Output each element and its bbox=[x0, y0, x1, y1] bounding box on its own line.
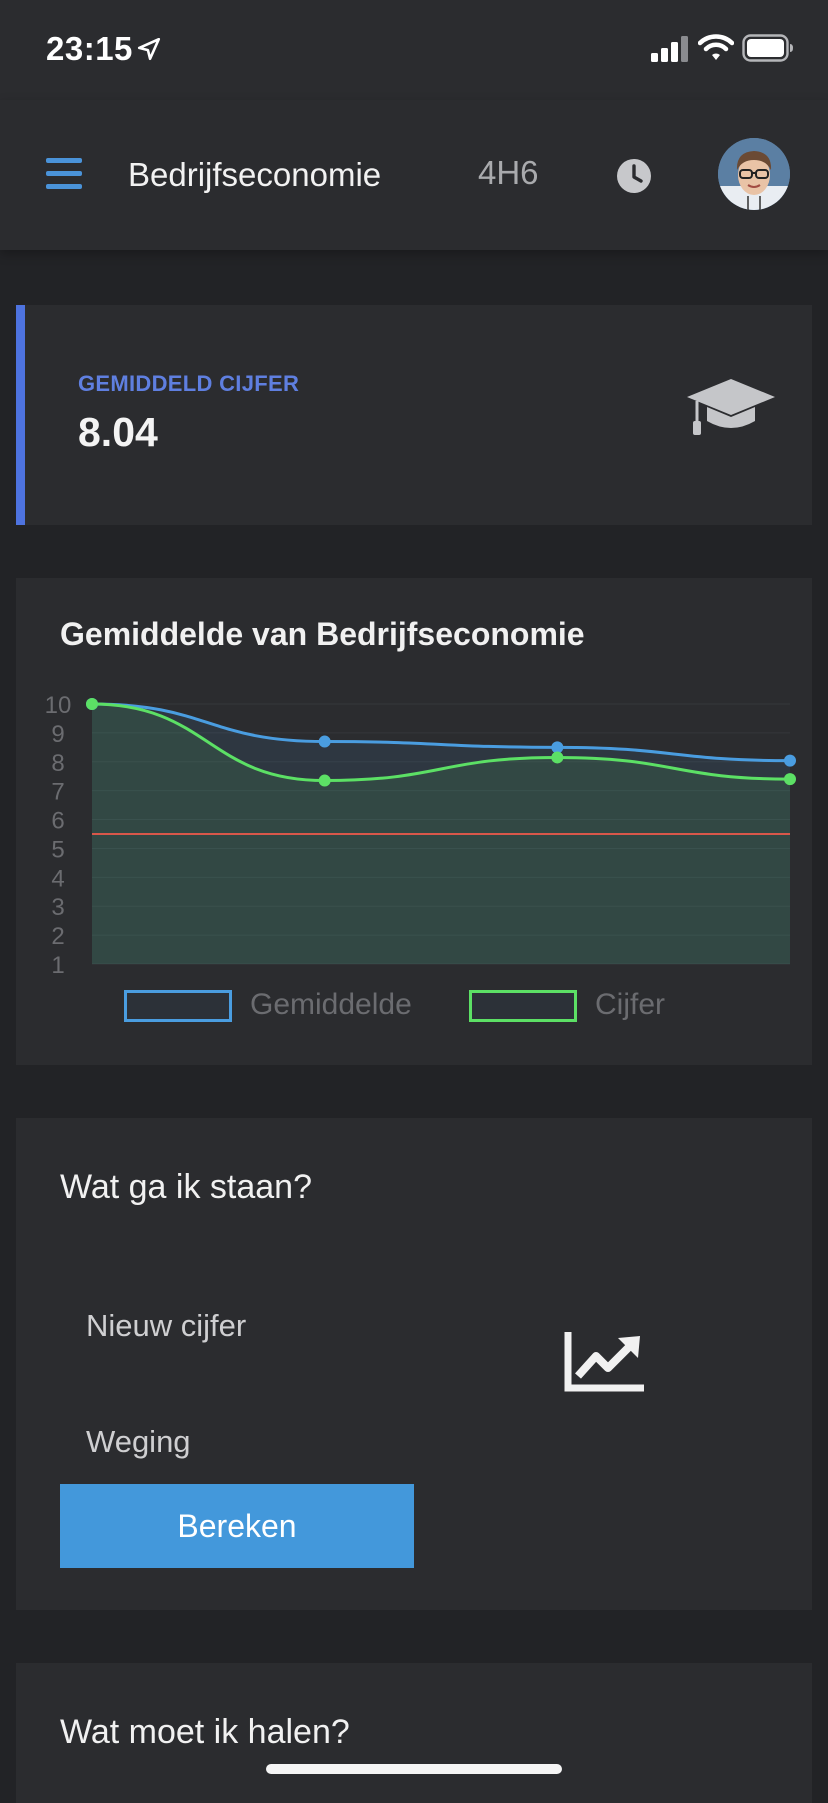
data-point-cijfer bbox=[318, 774, 331, 787]
legend-label-cijfer: Cijfer bbox=[595, 988, 666, 1021]
average-grade-label: GEMIDDELD CIJFER bbox=[78, 371, 300, 396]
y-tick-label: 6 bbox=[51, 808, 64, 835]
chart-title: Gemiddelde van Bedrijfseconomie bbox=[60, 616, 585, 652]
weight-input[interactable] bbox=[60, 1406, 400, 1478]
avatar[interactable] bbox=[718, 138, 790, 210]
data-point-cijfer bbox=[551, 751, 564, 764]
y-tick-label: 9 bbox=[51, 721, 64, 748]
app-header: Bedrijfseconomie 4H6 bbox=[0, 100, 828, 250]
calculate-button[interactable]: Bereken bbox=[60, 1484, 414, 1568]
class-code[interactable]: 4H6 bbox=[478, 154, 539, 191]
graduation-cap-icon bbox=[687, 379, 775, 435]
battery-icon bbox=[742, 34, 793, 62]
status-bar: 23:15 bbox=[0, 0, 828, 100]
data-point-cijfer bbox=[784, 773, 796, 786]
hamburger-menu-icon[interactable] bbox=[46, 158, 82, 192]
status-time: 23:15 bbox=[46, 30, 133, 67]
calculator-title: Wat ga ik staan? bbox=[60, 1168, 312, 1206]
average-grade-value: 8.04 bbox=[78, 409, 158, 455]
trend-up-icon bbox=[564, 1332, 644, 1392]
legend-swatch-gemiddelde bbox=[124, 990, 232, 1022]
location-arrow-icon bbox=[137, 37, 161, 61]
grade-calculator-card: Wat ga ik staan? Bereken bbox=[16, 1118, 812, 1610]
series-line-cijfer bbox=[91, 702, 791, 783]
data-point-cijfer bbox=[86, 698, 98, 710]
legend-swatch-cijfer bbox=[469, 990, 577, 1022]
y-tick-label: 4 bbox=[51, 865, 64, 892]
y-tick-label: 8 bbox=[51, 750, 64, 777]
y-tick-label: 10 bbox=[45, 692, 72, 719]
y-tick-label: 5 bbox=[51, 836, 64, 863]
data-point-gemiddelde bbox=[318, 735, 331, 748]
data-point-gemiddelde bbox=[784, 754, 796, 767]
y-tick-label: 3 bbox=[51, 894, 64, 921]
y-tick-label: 7 bbox=[51, 779, 64, 806]
required-grade-title: Wat moet ik halen? bbox=[60, 1713, 350, 1751]
average-grade-card: GEMIDDELD CIJFER 8.04 bbox=[16, 305, 812, 525]
wifi-icon bbox=[698, 34, 734, 60]
series-line-gemiddelde bbox=[91, 702, 791, 763]
clock-icon[interactable] bbox=[616, 158, 652, 194]
avatar-portrait bbox=[718, 138, 790, 210]
required-grade-card: Wat moet ik halen? bbox=[16, 1663, 812, 1803]
page-title: Bedrijfseconomie bbox=[128, 156, 382, 193]
signal-icon bbox=[651, 36, 688, 62]
home-indicator[interactable] bbox=[266, 1764, 562, 1774]
data-point-gemiddelde bbox=[551, 741, 564, 754]
new-grade-input[interactable] bbox=[60, 1290, 400, 1362]
legend-label-gemiddelde: Gemiddelde bbox=[250, 988, 412, 1021]
y-tick-label: 1 bbox=[51, 952, 64, 979]
y-tick-label: 2 bbox=[51, 923, 64, 950]
